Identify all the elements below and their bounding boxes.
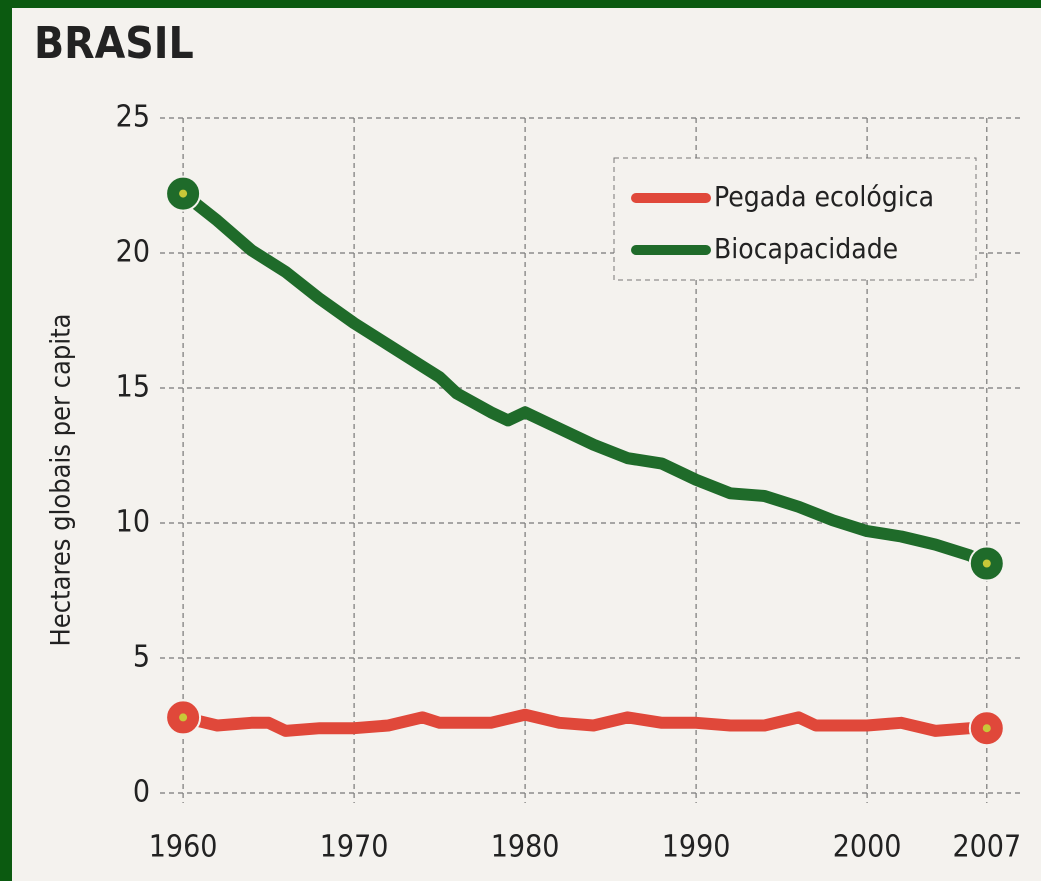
x-tick-label: 1980 bbox=[491, 830, 560, 865]
legend: Pegada ecológica Biocapacidade bbox=[613, 157, 977, 281]
y-axis-label: Hectares globais per capita bbox=[46, 313, 77, 646]
x-tick-label: 1960 bbox=[149, 830, 218, 865]
paper bbox=[12, 8, 1041, 881]
y-tick-label: 5 bbox=[133, 640, 150, 675]
y-tick-label: 0 bbox=[133, 775, 150, 810]
x-tick-label: 2000 bbox=[833, 830, 902, 865]
y-tick-label: 20 bbox=[116, 235, 150, 270]
chart-title: BRASIL bbox=[34, 18, 194, 69]
x-tick-label: 1970 bbox=[320, 830, 389, 865]
y-tick-label: 15 bbox=[116, 370, 150, 405]
endpoint-center bbox=[179, 713, 188, 722]
series-line bbox=[177, 187, 993, 570]
series-line bbox=[177, 708, 993, 737]
y-tick-label: 25 bbox=[116, 100, 150, 135]
y-tick-label: 10 bbox=[116, 505, 150, 540]
x-tick-label: 2007 bbox=[952, 830, 1021, 865]
x-tick-label: 1990 bbox=[662, 830, 731, 865]
endpoint-center bbox=[982, 724, 991, 733]
endpoint-center bbox=[982, 559, 991, 568]
endpoint-center bbox=[179, 189, 188, 198]
legend-box bbox=[613, 157, 977, 281]
legend-label: Biocapacidade bbox=[714, 232, 898, 265]
legend-label: Pegada ecológica bbox=[714, 180, 934, 213]
